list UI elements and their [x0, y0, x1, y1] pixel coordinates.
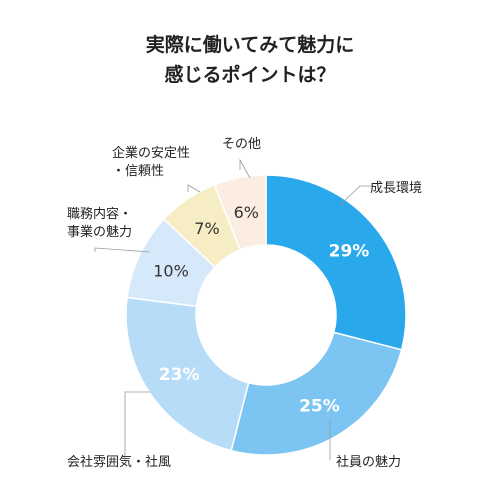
slice-2 — [125, 296, 250, 452]
category-label-3-line-1: 事業の魅力 — [67, 224, 132, 240]
category-label-1: 社員の魅力 — [336, 454, 401, 470]
value-label-5: 6% — [234, 203, 259, 222]
value-label-2: 23% — [159, 365, 200, 385]
category-label-5: その他 — [222, 137, 261, 152]
category-label-0: 成長環境 — [370, 181, 422, 196]
value-label-4: 7% — [194, 219, 219, 238]
slice-5 — [213, 174, 267, 251]
value-label-3: 10% — [153, 261, 189, 280]
category-label-4-line-0: 企業の安定性 — [112, 145, 190, 161]
chart-title: 実際に働いてみて魅力に 感じるポイントは？ — [0, 30, 500, 90]
leader-line-2 — [124, 391, 150, 460]
leader-line-3 — [94, 247, 151, 253]
value-label-0: 29% — [329, 242, 370, 262]
leader-line-5 — [239, 158, 251, 179]
slice-1 — [230, 331, 403, 456]
chart-title-line-1: 実際に働いてみて魅力に — [145, 34, 355, 56]
category-label-3-line-0: 職務内容・ — [67, 206, 132, 222]
leader-line-4 — [187, 184, 201, 193]
slice-0 — [265, 174, 407, 351]
value-label-1: 25% — [299, 396, 340, 416]
chart-title-line-2: 感じるポイントは？ — [164, 64, 336, 86]
category-label-2: 会社雰囲気・社風 — [67, 454, 171, 470]
category-label-4-line-1: ・信頼性 — [112, 164, 164, 179]
leader-line-0 — [339, 185, 372, 206]
